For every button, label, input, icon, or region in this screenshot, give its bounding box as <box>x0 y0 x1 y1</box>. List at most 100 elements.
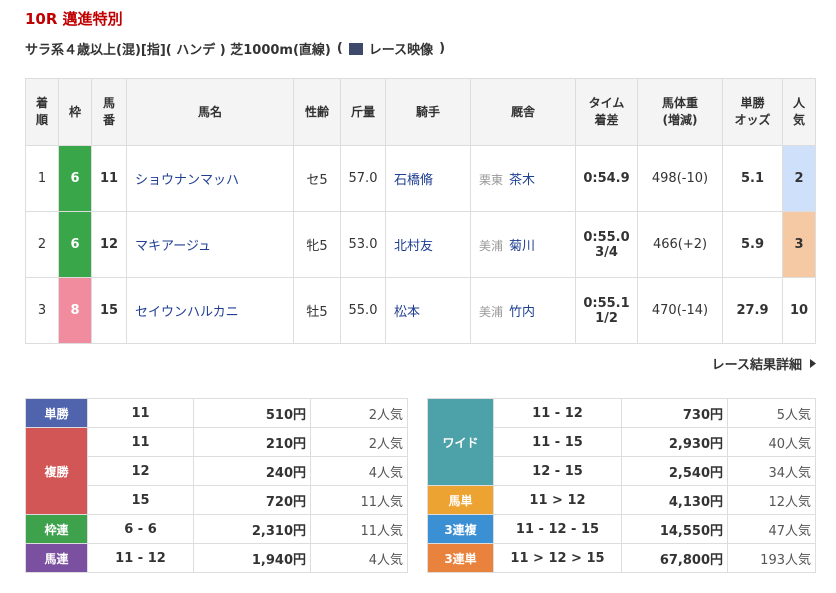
combination: 11 - 12 <box>493 398 622 428</box>
column-header: タイム 着差 <box>575 78 638 146</box>
payout-popularity: 47人気 <box>727 514 816 544</box>
conditions: サラ系４歳以上(混)[指]( ハンデ ) 芝1000m(直線) <box>25 43 331 58</box>
result-row: 1 6 11 ショウナンマッハ セ5 57.0 石橋脩 栗東 茶木 0:54.9 498(-10) 5… <box>25 145 816 212</box>
payout-popularity: 40人気 <box>727 427 816 457</box>
paren: ) <box>439 41 446 56</box>
horse-name[interactable]: セイウンハルカニ <box>135 305 239 320</box>
combination: 11 > 12 <box>493 485 622 515</box>
bet-type: 馬単 <box>427 485 494 515</box>
payout: 1,940円 <box>193 543 311 573</box>
jockey[interactable]: 北村友 <box>394 239 434 254</box>
payout-popularity: 12人気 <box>727 485 816 515</box>
bet-type: ワイド <box>427 398 494 486</box>
payout: 67,800円 <box>621 543 728 573</box>
payout: 2,310円 <box>193 514 311 544</box>
bet-type: 3連複 <box>427 514 494 544</box>
payout-row: 15 720円 11人気 <box>26 485 408 515</box>
combination: 12 - 15 <box>493 456 622 486</box>
horse-name[interactable]: マキアージュ <box>135 239 212 254</box>
payout: 730円 <box>621 398 728 428</box>
stable-cell: 美浦 竹内 <box>470 277 576 344</box>
header-line: 馬名 <box>197 104 222 119</box>
popularity: 3 <box>782 211 816 278</box>
weight: 55.0 <box>340 277 386 344</box>
bet-type: 3連単 <box>427 543 494 573</box>
combination: 11 - 12 <box>87 543 194 573</box>
horse-number: 15 <box>91 277 127 344</box>
column-header: 人気 <box>782 78 816 146</box>
video-icon[interactable] <box>348 42 363 55</box>
header-line: 順 <box>35 113 48 127</box>
odds: 5.1 <box>722 145 783 212</box>
horse-name-cell: セイウンハルカニ <box>126 277 294 344</box>
payout-row: 12 - 15 2,540円 34人気 <box>428 456 816 486</box>
combination: 15 <box>87 485 194 515</box>
header-line: 単勝 <box>740 96 765 110</box>
trainer[interactable]: 菊川 <box>509 239 536 254</box>
trainer[interactable]: 茶木 <box>509 173 536 188</box>
horse-number: 12 <box>91 211 127 278</box>
payout: 14,550円 <box>621 514 728 544</box>
body-weight: 498(-10) <box>637 145 723 212</box>
sex-age: 牡5 <box>293 277 341 344</box>
region: 美浦 <box>479 239 504 253</box>
region: 栗東 <box>479 173 504 187</box>
payout-popularity: 2人気 <box>310 427 408 457</box>
header-line: オッズ <box>734 113 771 127</box>
jockey-cell: 松本 <box>385 277 471 344</box>
combination: 11 <box>87 398 194 428</box>
header-line: 着 <box>35 96 48 110</box>
combination: 11 <box>87 427 194 457</box>
waku: 8 <box>58 277 92 344</box>
bet-type: 単勝 <box>25 398 88 428</box>
body-weight: 466(+2) <box>637 211 723 278</box>
header-line: 枠 <box>68 104 81 119</box>
race-conditions: サラ系４歳以上(混)[指]( ハンデ ) 芝1000m(直線) ( レース映像 … <box>25 39 445 58</box>
rank: 1 <box>25 145 59 212</box>
payout-row: 複勝 11 210円 2人気 <box>25 427 408 515</box>
rank: 2 <box>25 211 59 278</box>
payout: 2,930円 <box>621 427 728 457</box>
header-line: 厩舎 <box>510 104 535 119</box>
payout-popularity: 4人気 <box>310 543 408 573</box>
popularity: 10 <box>782 277 816 344</box>
popularity: 2 <box>782 145 816 212</box>
column-header: 馬体重 (増減) <box>637 78 723 146</box>
payout-row: ワイド 11 - 12 730円 5人気 <box>427 398 816 486</box>
horse-name[interactable]: ショウナンマッハ <box>135 173 240 188</box>
header-line: 馬体重 <box>661 96 698 110</box>
time-cell: 0:54.9 <box>575 145 638 212</box>
region: 美浦 <box>479 305 504 319</box>
sex-age: セ5 <box>293 145 341 212</box>
bet-type: 枠連 <box>25 514 88 544</box>
payout-popularity: 193人気 <box>727 543 816 573</box>
time: 0:54.9 <box>583 171 630 186</box>
paren: ( <box>336 41 343 56</box>
trainer[interactable]: 竹内 <box>509 305 536 320</box>
combination: 12 <box>87 456 194 486</box>
detail-text[interactable]: レース結果詳細 <box>711 358 802 373</box>
column-header: 単勝 オッズ <box>722 78 783 146</box>
detail-link[interactable]: レース結果詳細 <box>712 354 816 373</box>
payout-popularity: 5人気 <box>727 398 816 428</box>
jockey[interactable]: 松本 <box>394 305 421 320</box>
time: 0:55.0 <box>583 229 630 245</box>
horse-name-cell: ショウナンマッハ <box>126 145 294 212</box>
time: 0:55.1 <box>583 295 630 311</box>
payout-popularity: 11人気 <box>310 514 408 544</box>
odds: 5.9 <box>722 211 783 278</box>
column-header: 厩舎 <box>470 78 576 146</box>
combination: 11 - 12 - 15 <box>493 514 622 544</box>
body-weight: 470(-14) <box>637 277 723 344</box>
column-header: 馬番 <box>91 78 127 146</box>
header-line: 着差 <box>594 113 619 127</box>
payout: 720円 <box>193 485 311 515</box>
jockey[interactable]: 石橋脩 <box>394 173 434 188</box>
video-link[interactable]: レース映像 <box>368 43 434 58</box>
column-header: 騎手 <box>385 78 471 146</box>
header-line: (増減) <box>662 113 698 127</box>
margin: 3/4 <box>595 244 618 260</box>
column-header: 枠 <box>58 78 92 146</box>
payout-popularity: 11人気 <box>310 485 408 515</box>
